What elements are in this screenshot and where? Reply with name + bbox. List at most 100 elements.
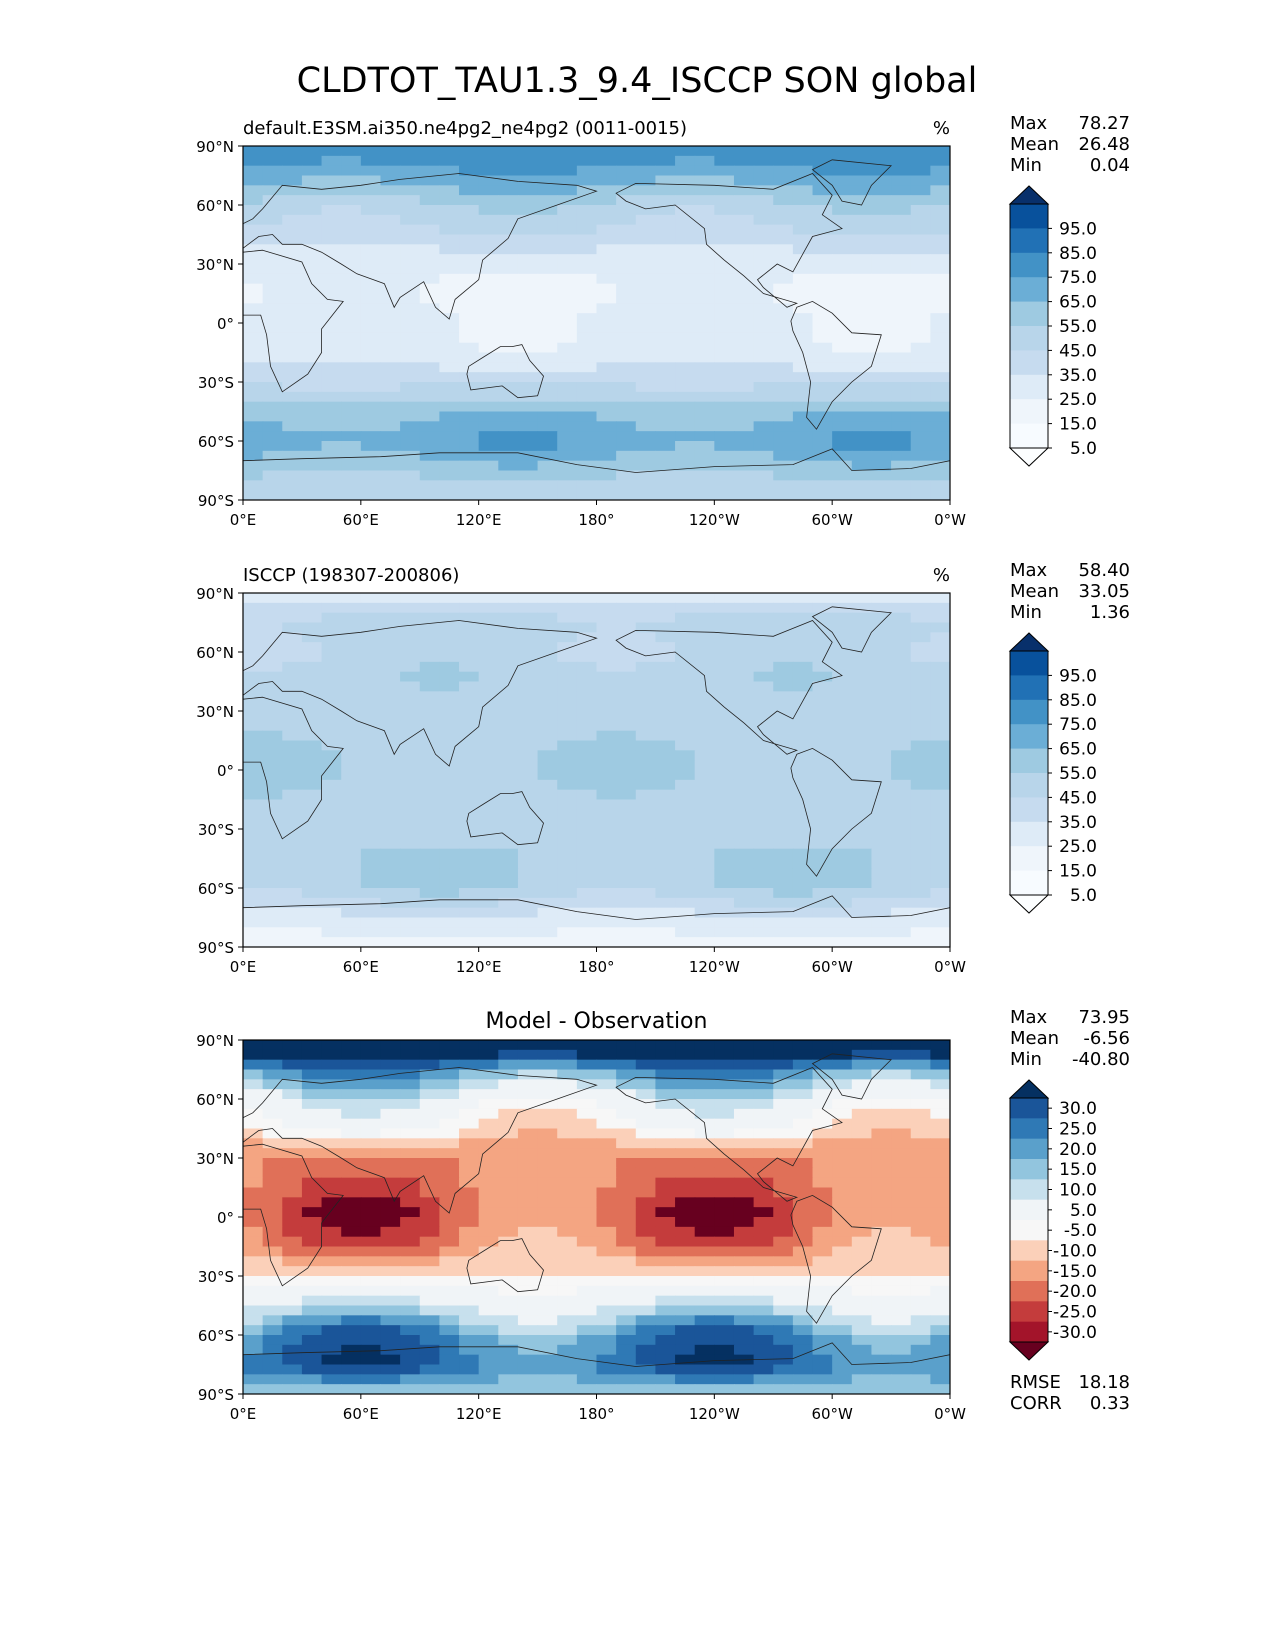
contour-cell — [596, 917, 617, 928]
contour-cell — [321, 303, 342, 314]
contour-cell — [380, 254, 401, 265]
contour-cell — [891, 313, 912, 324]
contour-cell — [832, 313, 853, 324]
contour-cell — [301, 303, 323, 314]
contour-cell — [557, 1295, 578, 1307]
contour-cell — [282, 1099, 303, 1110]
contour-cell — [360, 1325, 382, 1336]
contour-cell — [557, 917, 578, 928]
colorbar-label: -15.0 — [1053, 1262, 1097, 1282]
contour-cell — [655, 1118, 676, 1130]
contour-cell — [616, 907, 637, 919]
contour-cell — [301, 382, 323, 393]
contour-cell — [714, 401, 735, 413]
contour-cell — [360, 362, 382, 373]
contour-cell — [243, 917, 264, 928]
contour-cell — [341, 1315, 362, 1326]
contour-cell — [321, 622, 342, 633]
contour-cell — [498, 411, 519, 422]
contour-cell — [891, 1325, 912, 1336]
contour-cell — [871, 691, 892, 702]
contour-cell — [262, 1305, 283, 1316]
contour-cell — [753, 195, 774, 206]
contour-cell — [341, 1138, 362, 1149]
contour-cell — [930, 480, 950, 491]
contour-cell — [262, 1364, 283, 1375]
contour-cell — [871, 480, 892, 491]
contour-cell — [773, 490, 794, 500]
contour-cell — [812, 888, 833, 899]
contour-cell — [655, 829, 676, 840]
contour-field — [243, 1040, 950, 1394]
contour-cell — [910, 1059, 931, 1071]
contour-cell — [243, 1118, 264, 1130]
contour-cell — [655, 362, 676, 373]
contour-cell — [537, 342, 558, 354]
contour-cell — [773, 372, 794, 383]
contour-cell — [891, 332, 912, 344]
contour-cell — [753, 612, 774, 624]
contour-cell — [439, 848, 460, 860]
contour-cell — [773, 1207, 794, 1218]
contour-cell — [459, 1177, 480, 1189]
contour-cell — [459, 1354, 480, 1366]
contour-cell — [753, 799, 774, 810]
contour-cell — [891, 671, 912, 683]
contour-cell — [812, 1040, 833, 1051]
contour-cell — [282, 421, 303, 432]
contour-cell — [400, 1187, 421, 1198]
contour-cell — [635, 1266, 657, 1277]
contour-cell — [341, 460, 362, 472]
contour-cell — [576, 602, 598, 614]
contour-cell — [930, 224, 950, 236]
contour-cell — [517, 1266, 539, 1277]
contour-cell — [439, 750, 460, 761]
contour-cell — [439, 332, 460, 344]
contour-cell — [419, 175, 440, 186]
contour-cell — [891, 273, 912, 285]
contour-cell — [419, 1158, 440, 1169]
contour-cell — [596, 1040, 617, 1051]
contour-cell — [360, 470, 382, 481]
contour-cell — [733, 1040, 755, 1051]
contour-cell — [596, 1059, 617, 1071]
contour-cell — [517, 612, 539, 624]
contour-cell — [282, 214, 303, 226]
contour-cell — [596, 460, 617, 472]
contour-cell — [321, 146, 342, 157]
contour-cell — [930, 264, 950, 275]
contour-cell — [733, 1384, 755, 1394]
contour-cell — [576, 1325, 598, 1336]
contour-cell — [714, 701, 735, 712]
contour-cell — [871, 382, 892, 393]
contour-cell — [616, 382, 637, 393]
contour-cell — [341, 470, 362, 481]
contour-cell — [243, 1138, 264, 1149]
contour-cell — [733, 254, 755, 265]
contour-cell — [596, 652, 617, 663]
contour-cell — [792, 195, 814, 206]
contour-cell — [753, 1335, 774, 1346]
contour-cell — [694, 293, 715, 304]
contour-cell — [341, 770, 362, 781]
contour-cell — [341, 431, 362, 442]
contour-cell — [812, 1108, 833, 1120]
contour-cell — [773, 868, 794, 879]
contour-cell — [400, 391, 421, 403]
contour-cell — [576, 391, 598, 403]
contour-cell — [360, 1118, 382, 1130]
contour-cell — [891, 411, 912, 422]
y-tick-label: 0° — [217, 762, 234, 780]
contour-cell — [851, 372, 873, 383]
contour-cell — [517, 1344, 539, 1356]
contour-cell — [871, 829, 892, 840]
contour-cell — [262, 1177, 283, 1189]
contour-cell — [301, 691, 323, 702]
contour-cell — [733, 313, 755, 324]
contour-cell — [812, 740, 833, 751]
contour-cell — [321, 750, 342, 761]
contour-cell — [243, 622, 264, 633]
contour-cell — [792, 1207, 814, 1218]
contour-cell — [635, 1295, 657, 1307]
contour-cell — [419, 224, 440, 236]
